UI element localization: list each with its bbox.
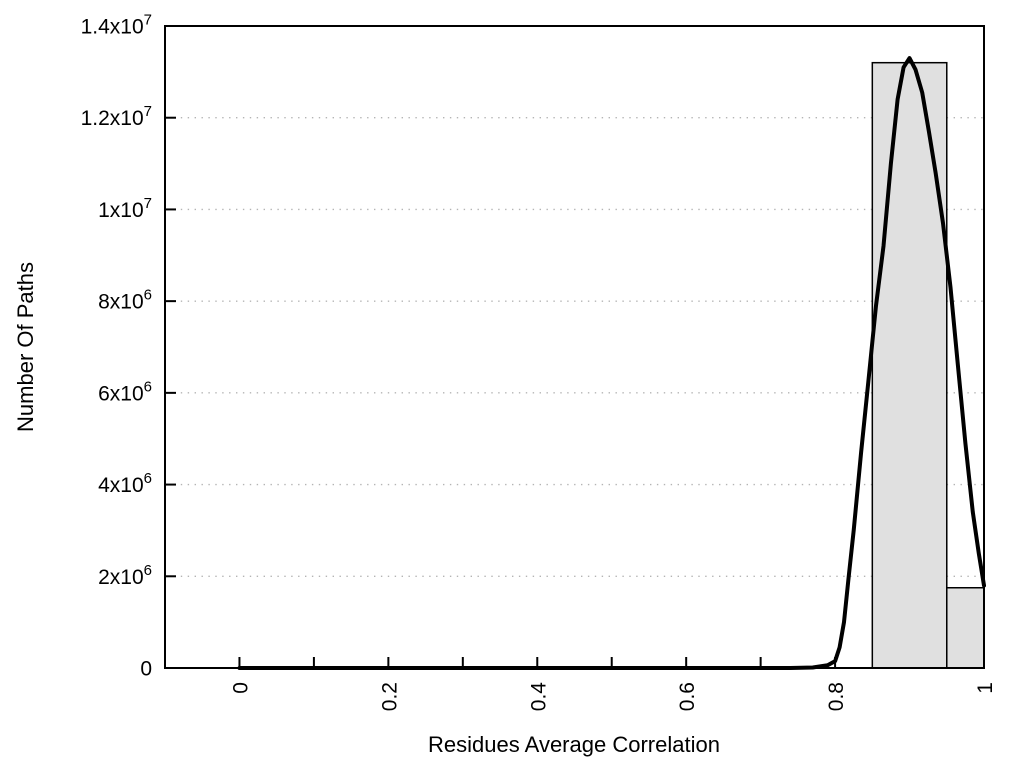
y-tick-label: 6x106 (98, 378, 152, 405)
y-tick-label: 8x106 (98, 287, 152, 314)
y-tick-label: 0 (140, 658, 152, 681)
x-tick-labels: 0 0.2 0.4 0.6 0.8 1 (229, 682, 997, 712)
plot-border (164, 25, 985, 669)
gridlines (167, 117, 983, 577)
y-tick-label: 4x106 (98, 470, 152, 497)
histogram-bar (871, 61, 948, 669)
axis-ticks (165, 25, 985, 669)
x-tick-label: 1 (974, 682, 997, 694)
histogram-bars (871, 61, 985, 669)
x-axis-title: Residues Average Correlation (428, 732, 720, 757)
x-tick-label: 0.2 (378, 682, 401, 711)
x-tick-label: 0 (229, 682, 252, 694)
histogram-bar (946, 587, 985, 669)
y-tick-labels: 0 2x106 4x106 6x106 8x106 1x107 1.2x107 1.4x107 (81, 12, 152, 681)
y-tick-label: 1.2x107 (81, 103, 152, 130)
x-tick-label: 0.8 (825, 682, 848, 711)
x-tick-label: 0.6 (676, 682, 699, 711)
y-tick-label: 1x107 (98, 195, 152, 222)
fit-curve (237, 56, 986, 670)
y-axis-title: Number Of Paths (13, 262, 38, 432)
y-tick-label: 1.4x107 (81, 12, 152, 39)
fit-curve-path (237, 56, 986, 670)
x-tick-label: 0.4 (527, 682, 550, 712)
y-tick-label: 2x106 (98, 562, 152, 589)
